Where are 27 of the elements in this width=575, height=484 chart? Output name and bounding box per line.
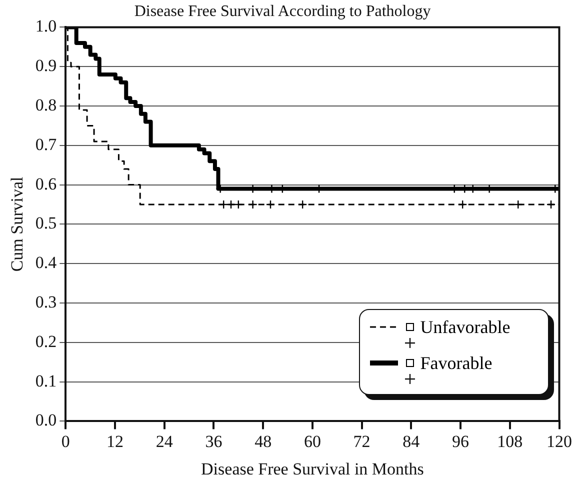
- legend-label: Favorable: [420, 352, 492, 374]
- x-tick-label: 84: [402, 432, 420, 451]
- legend-label: Unfavorable: [420, 316, 510, 338]
- x-tick-label: 120: [546, 432, 572, 451]
- y-tick-label: 0.4: [35, 253, 58, 272]
- y-tick-label: 1.0: [35, 16, 57, 36]
- y-tick-label: 0.3: [35, 292, 57, 312]
- y-tick-label: 0.5: [35, 214, 57, 233]
- y-axis-title: Cum Survival: [8, 176, 27, 272]
- y-tick-label: 0.1: [35, 371, 57, 390]
- x-tick-label: 108: [497, 432, 523, 451]
- x-tick-label: 24: [156, 432, 174, 451]
- x-axis-title: Disease Free Survival in Months: [201, 459, 424, 478]
- x-tick-label: 48: [254, 432, 272, 451]
- chart-title: Disease Free Survival According to Pathology: [134, 2, 431, 20]
- x-tick-label: 72: [353, 432, 370, 451]
- x-tick-label: 0: [61, 432, 70, 451]
- y-tick-label: 0.2: [35, 332, 57, 351]
- y-tick-label: 0.8: [35, 95, 57, 114]
- y-tick-label: 0.6: [35, 174, 57, 194]
- x-tick-label: 12: [106, 432, 124, 451]
- x-tick-label: 60: [304, 432, 321, 451]
- x-tick-label: 96: [452, 432, 470, 451]
- x-tick-label: 36: [205, 432, 222, 451]
- y-tick-label: 0.0: [35, 410, 57, 430]
- y-tick-label: 0.7: [35, 134, 58, 154]
- y-tick-label: 0.9: [35, 56, 57, 76]
